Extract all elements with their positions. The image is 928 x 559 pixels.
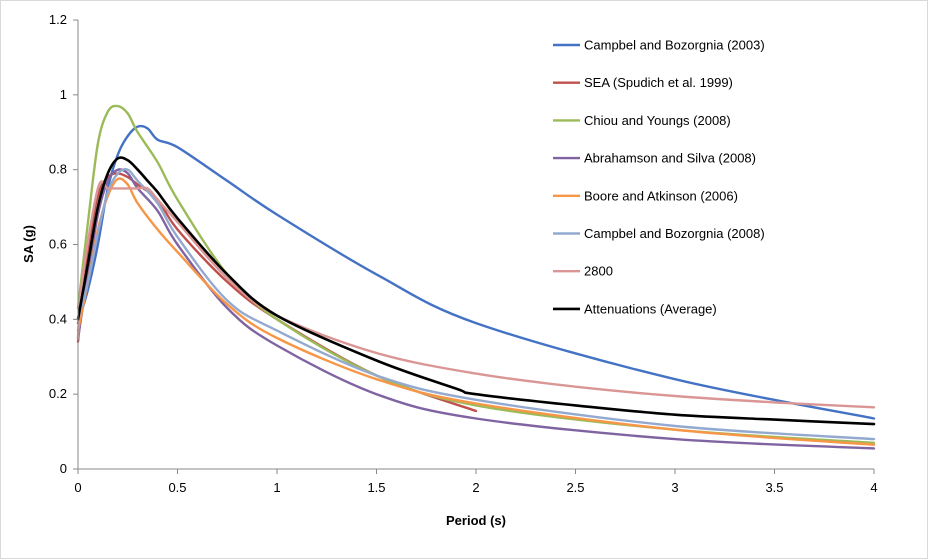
tick-labels: 0 0.5 1 1.5 2 2.5 3 3.5 4 0 0.2 0.4 0.6 0.8 1 1.2 (49, 12, 878, 495)
y-tick-label: 0 (60, 461, 67, 476)
legend-label: SEA (Spudich et al. 1999) (584, 75, 733, 90)
legend-label: Abrahamson and Silva (2008) (584, 151, 756, 166)
legend-label: Chiou and Youngs (2008) (584, 113, 731, 128)
series-line-attenuations-average (76, 156, 876, 426)
y-tick-label: 0.4 (49, 311, 67, 326)
x-tick-label: 4 (870, 480, 877, 495)
x-tick-label: 3 (671, 480, 678, 495)
legend-label: Boore and Atkinson (2006) (584, 188, 738, 203)
y-tick-label: 0.2 (49, 386, 67, 401)
legend-label: 2800 (584, 264, 613, 279)
series-line-abrahamson-and-silva-2008 (76, 168, 876, 450)
y-tick-label: 1 (60, 87, 67, 102)
y-axis-title: SA (g) (21, 225, 36, 263)
legend: Campbel and Bozorgnia (2003) SEA (Spudich… (553, 38, 765, 316)
y-tick-label: 1.2 (49, 12, 67, 27)
plot-lines (76, 104, 876, 450)
x-tick-label: 1 (273, 480, 280, 495)
x-tick-label: 3.5 (765, 480, 783, 495)
x-axis-title: Period (s) (446, 513, 506, 528)
axes (73, 19, 875, 474)
y-tick-label: 0.8 (49, 162, 67, 177)
legend-label: Campbel and Bozorgnia (2008) (584, 226, 765, 241)
series-line-2800 (76, 180, 876, 409)
legend-label: Attenuations (Average) (584, 301, 717, 316)
x-tick-label: 2 (472, 480, 479, 495)
legend-label: Campbel and Bozorgnia (2003) (584, 38, 765, 53)
series-line-campbel-and-bozorgnia-2008 (76, 168, 876, 441)
x-tick-label: 0.5 (168, 480, 186, 495)
x-tick-label: 2.5 (566, 480, 584, 495)
y-tick-label: 0.6 (49, 237, 67, 252)
series-line-chiou-and-youngs-2008 (76, 104, 876, 444)
x-tick-label: 1.5 (367, 480, 385, 495)
x-tick-label: 0 (74, 480, 81, 495)
